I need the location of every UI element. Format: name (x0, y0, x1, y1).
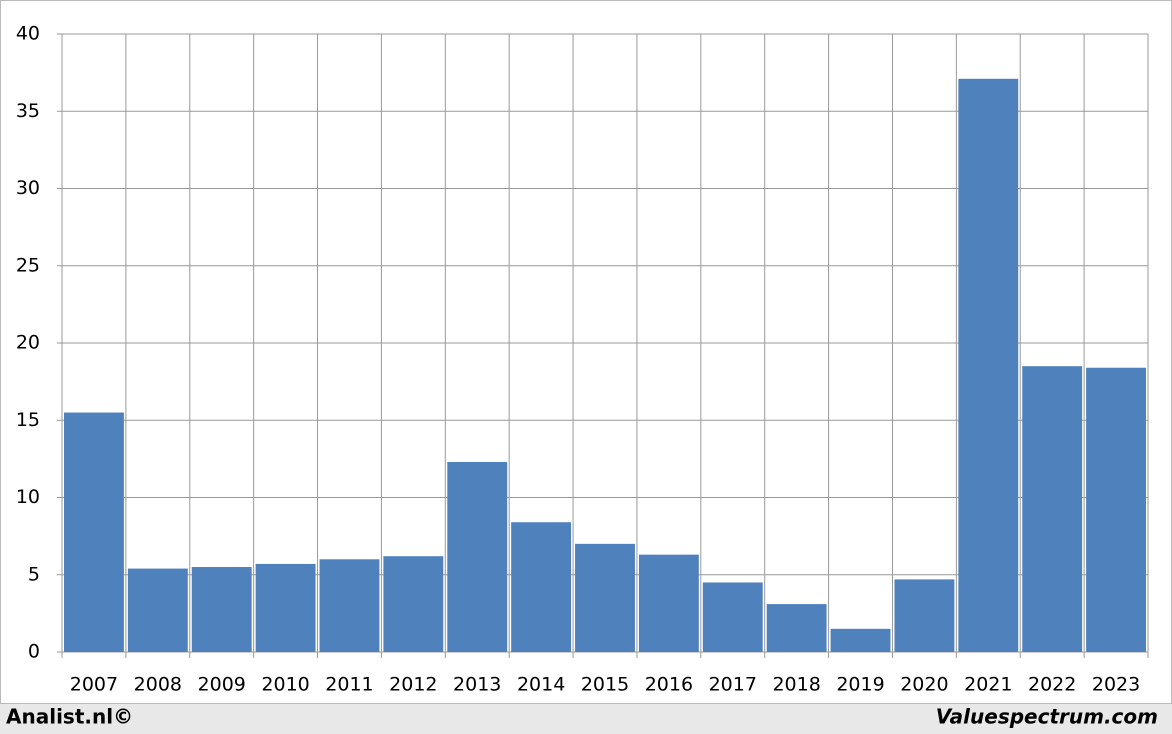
bar (319, 559, 380, 652)
y-tick-label: 30 (16, 177, 40, 199)
x-tick-label: 2009 (198, 674, 246, 696)
x-tick-label: 2018 (772, 674, 820, 696)
bar (447, 461, 508, 652)
y-tick-label: 40 (16, 23, 40, 45)
bar (830, 628, 891, 652)
x-tick-label: 2017 (709, 674, 757, 696)
x-tick-label: 2008 (134, 674, 182, 696)
x-tick-label: 2011 (325, 674, 373, 696)
y-tick-label: 20 (16, 332, 40, 354)
bar (638, 554, 699, 652)
x-tick-label: 2020 (900, 674, 948, 696)
bar (1022, 366, 1083, 652)
source-right: Valuespectrum.com (936, 705, 1158, 729)
y-tick-label: 15 (16, 409, 40, 431)
x-tick-label: 2019 (836, 674, 884, 696)
bar (511, 522, 572, 652)
bar (1086, 367, 1146, 652)
bar (575, 543, 635, 652)
source-left: Analist.nl© (6, 705, 133, 729)
x-tick-label: 2013 (453, 674, 501, 696)
bar (383, 556, 444, 652)
bar (894, 579, 955, 652)
x-tick-label: 2007 (70, 674, 118, 696)
x-tick-label: 2022 (1028, 674, 1076, 696)
bar (702, 582, 763, 652)
x-tick-label: 2015 (581, 674, 629, 696)
y-tick-label: 5 (28, 563, 40, 585)
bar (958, 78, 1019, 653)
x-tick-label: 2016 (645, 674, 693, 696)
x-tick-label: 2010 (261, 674, 309, 696)
bar (766, 604, 827, 652)
bar (191, 567, 252, 652)
bar (64, 412, 124, 652)
y-tick-label: 25 (16, 254, 40, 276)
y-tick-label: 0 (28, 641, 40, 663)
x-tick-label: 2012 (389, 674, 437, 696)
x-tick-label: 2014 (517, 674, 565, 696)
x-tick-label: 2023 (1092, 674, 1140, 696)
y-tick-label: 10 (16, 486, 40, 508)
bar (127, 568, 188, 652)
bar (255, 563, 316, 652)
x-tick-label: 2021 (964, 674, 1012, 696)
footer-bar (0, 704, 1172, 734)
y-tick-label: 35 (16, 100, 40, 122)
